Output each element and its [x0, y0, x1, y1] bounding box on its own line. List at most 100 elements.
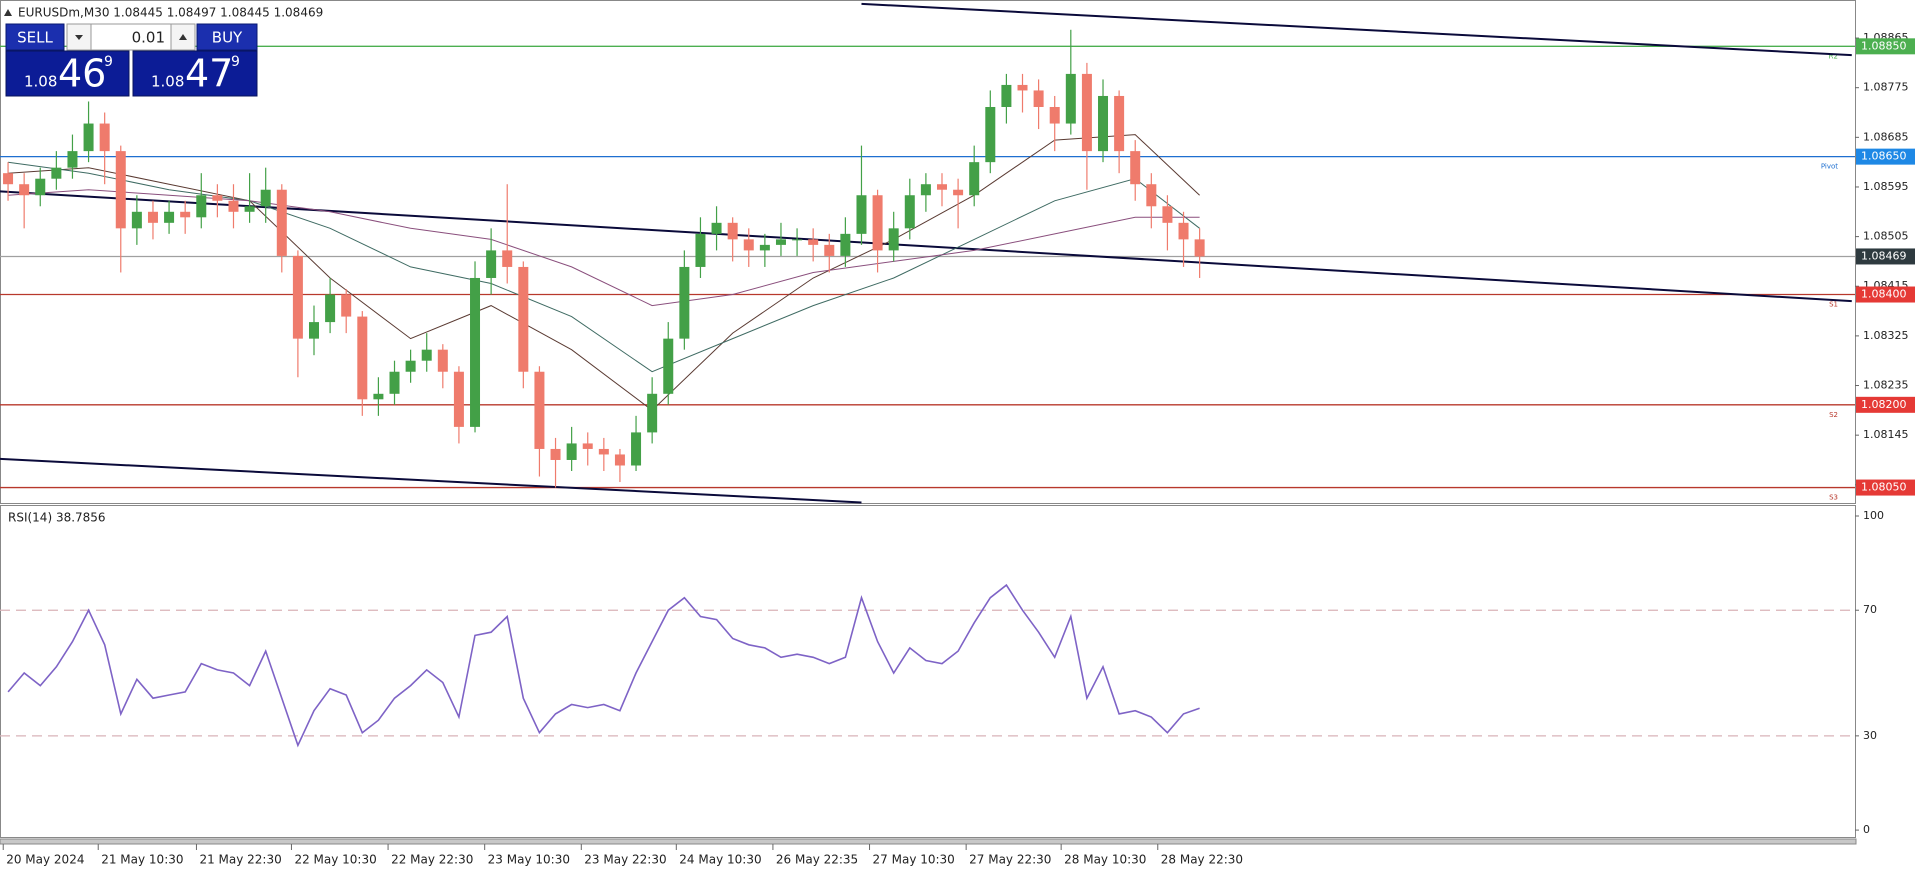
- candle-body: [550, 448, 561, 460]
- candle-body: [35, 178, 46, 196]
- candle-body: [1065, 73, 1076, 124]
- candle-body: [631, 432, 642, 466]
- candle-body: [325, 294, 336, 323]
- candle-body: [1178, 222, 1189, 240]
- x-tick-label: 28 May 10:30: [1064, 853, 1146, 867]
- y-tick-label: 1.08505: [1863, 230, 1909, 243]
- candle-body: [260, 189, 271, 207]
- sell-label: SELL: [17, 29, 53, 47]
- x-tick-label: 21 May 10:30: [101, 853, 183, 867]
- y-tick-label: 70: [1863, 603, 1877, 616]
- level-label-box: [1856, 38, 1915, 55]
- candle-body: [502, 250, 513, 267]
- candle-body: [1114, 95, 1125, 152]
- moving-average: [8, 161, 1200, 373]
- level-label-box: [1856, 248, 1915, 265]
- candle-body: [3, 173, 14, 185]
- candle-body: [1146, 184, 1157, 207]
- candle-body: [888, 228, 899, 251]
- candle-body: [1194, 239, 1205, 257]
- level-label: 1.08850: [1861, 39, 1907, 52]
- candle-body: [679, 266, 690, 339]
- ask-box[interactable]: [132, 50, 258, 97]
- candle-body: [663, 338, 674, 394]
- x-tick-label: 22 May 22:30: [391, 853, 473, 867]
- candle-body: [164, 211, 175, 223]
- sell-button[interactable]: [5, 23, 65, 51]
- ask-big: 1.08: [151, 73, 184, 91]
- trend-line: [861, 2, 1852, 57]
- candle-body: [389, 371, 400, 394]
- candle-body: [582, 443, 593, 449]
- candle-body: [19, 184, 30, 196]
- level-tag: S3: [1829, 494, 1838, 502]
- trend-line: [0, 190, 1852, 303]
- candle-body: [180, 211, 191, 218]
- x-tick-label: 23 May 22:30: [584, 853, 666, 867]
- level-label: 1.08200: [1861, 398, 1907, 411]
- x-tick-label: 24 May 10:30: [679, 853, 761, 867]
- level-label-box: [1856, 148, 1915, 165]
- candle-body: [1130, 151, 1141, 185]
- y-tick-label: 1.08325: [1863, 329, 1909, 342]
- bid-box[interactable]: [5, 50, 130, 97]
- candle-body: [518, 266, 529, 372]
- collapse-icon[interactable]: [4, 9, 12, 16]
- candle-body: [920, 184, 931, 196]
- moving-average: [8, 189, 1200, 307]
- candle-body: [453, 371, 464, 427]
- candle-body: [598, 448, 609, 455]
- candle-body: [792, 239, 803, 241]
- candle-body: [1001, 84, 1012, 107]
- candle-body: [759, 244, 770, 251]
- candle-body: [824, 244, 835, 256]
- bottom-separator: [0, 838, 1857, 845]
- candle-body: [131, 211, 142, 229]
- candle-body: [373, 393, 384, 400]
- y-tick-label: 1.08145: [1863, 428, 1909, 441]
- down-arrow: [75, 35, 83, 40]
- bid-sup: 9: [104, 54, 113, 70]
- candle-body: [115, 151, 126, 229]
- volume-input[interactable]: [90, 23, 172, 51]
- chart-title: EURUSDm,M30 1.08445 1.08497 1.08445 1.08…: [18, 6, 323, 20]
- level-tag: R2: [1829, 52, 1838, 60]
- candle-body: [357, 316, 368, 400]
- ask-main: 47: [185, 52, 233, 96]
- x-tick-label: 23 May 10:30: [488, 853, 570, 867]
- candle-body: [566, 443, 577, 460]
- level-label-box: [1856, 286, 1915, 303]
- trend-line: [0, 457, 862, 504]
- candle-body: [1017, 84, 1028, 91]
- candle-body: [904, 195, 915, 229]
- y-tick-label: 100: [1863, 509, 1884, 522]
- up-arrow: [179, 34, 187, 40]
- candle-body: [308, 322, 319, 339]
- candle-body: [856, 195, 867, 234]
- candle-body: [711, 222, 722, 234]
- candle-body: [936, 184, 947, 190]
- level-label: 1.08050: [1861, 481, 1907, 494]
- candle-body: [1162, 206, 1173, 223]
- rsi-panel: [0, 505, 1856, 838]
- candle-body: [51, 167, 62, 179]
- y-tick-label: 30: [1863, 729, 1877, 742]
- x-tick-label: 21 May 22:30: [199, 853, 281, 867]
- buy-label: BUY: [212, 29, 243, 47]
- candle-body: [969, 162, 980, 196]
- level-label-box: [1856, 396, 1915, 413]
- y-tick-label: 1.08685: [1863, 130, 1909, 143]
- candle-body: [1049, 106, 1060, 124]
- level-label: 1.08469: [1861, 249, 1907, 262]
- x-tick-label: 20 May 2024: [6, 853, 84, 867]
- y-tick-label: 0: [1863, 823, 1870, 836]
- candle-body: [228, 200, 239, 212]
- x-tick-label: 22 May 10:30: [294, 853, 376, 867]
- level-tag: S1: [1829, 301, 1838, 309]
- candle-body: [99, 123, 110, 152]
- buy-button[interactable]: [196, 23, 258, 51]
- level-label-box: [1856, 479, 1915, 496]
